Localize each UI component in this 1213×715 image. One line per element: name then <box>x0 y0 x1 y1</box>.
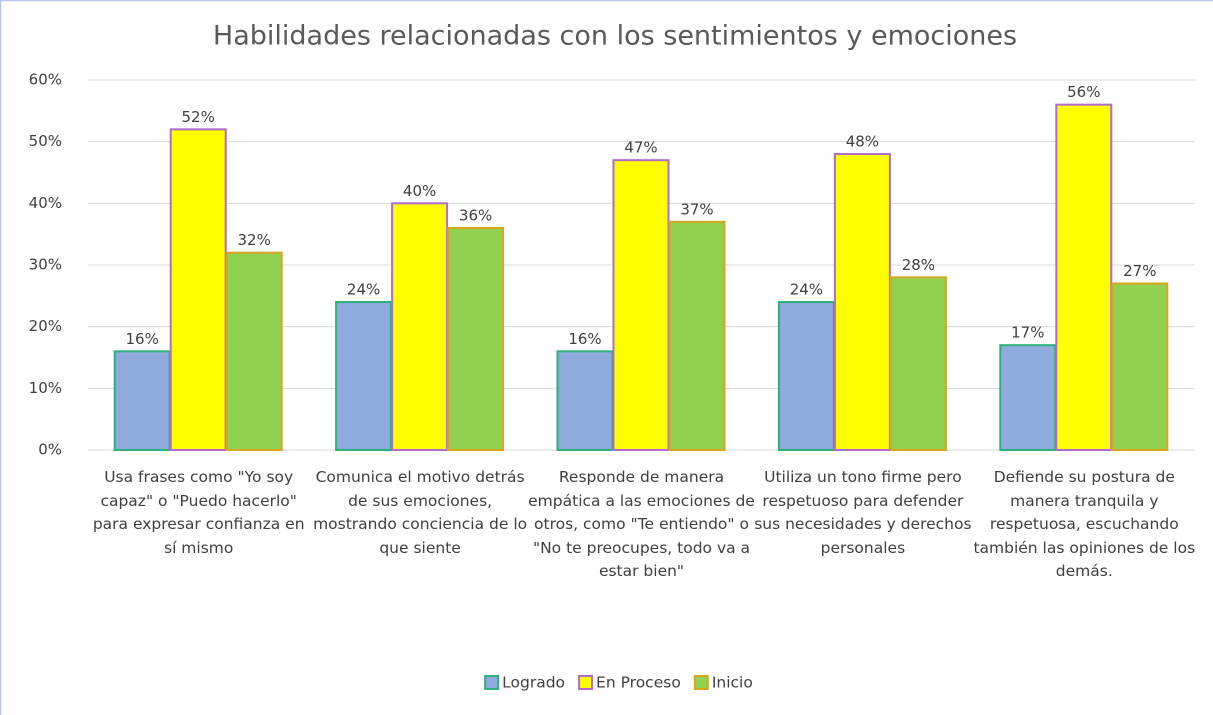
y-tick-label: 20% <box>29 317 62 335</box>
legend-swatch <box>484 675 500 690</box>
bar <box>169 128 227 451</box>
data-label: 24% <box>790 281 823 299</box>
y-tick-label: 50% <box>29 132 62 150</box>
bar <box>1111 282 1169 451</box>
bar <box>113 350 171 452</box>
bar <box>335 301 393 451</box>
data-label: 27% <box>1123 262 1156 280</box>
data-label: 48% <box>846 133 879 151</box>
y-tick-label: 10% <box>29 379 62 397</box>
data-label: 28% <box>902 256 935 274</box>
data-label: 17% <box>1011 324 1044 342</box>
bar <box>447 227 505 451</box>
x-tick-label: Responde de manera empática a las emocio… <box>528 468 755 580</box>
bar <box>833 153 891 451</box>
bar <box>391 202 449 451</box>
y-tick-label: 40% <box>29 194 62 212</box>
x-tick-label: Usa frases como "Yo soy capaz" o "Puedo … <box>92 468 305 557</box>
legend-label: Inicio <box>712 674 753 692</box>
legend-swatch <box>693 675 709 690</box>
x-tick-label: Utiliza un tono firme pero respetuoso pa… <box>754 468 972 557</box>
legend-swatch <box>578 675 594 690</box>
data-label: 56% <box>1067 83 1100 101</box>
bar <box>225 251 283 451</box>
data-label: 16% <box>568 330 601 348</box>
data-label: 36% <box>459 207 492 225</box>
legend-label: Logrado <box>502 674 565 692</box>
chart-title: Habilidades relacionadas con los sentimi… <box>213 21 1017 52</box>
y-tick-label: 60% <box>29 71 62 89</box>
bar <box>556 350 614 452</box>
data-label: 16% <box>126 330 159 348</box>
data-label: 32% <box>238 231 271 249</box>
bar <box>999 344 1057 451</box>
bar <box>777 301 835 451</box>
data-label: 47% <box>624 139 657 157</box>
data-label: 37% <box>680 200 713 218</box>
y-tick-label: 30% <box>29 256 62 274</box>
data-label: 24% <box>347 281 380 299</box>
x-tick-label: Comunica el motivo detrás de sus emocion… <box>313 468 528 557</box>
x-tick-label: Defiende su postura de manera tranquila … <box>973 468 1196 580</box>
bar <box>668 220 726 451</box>
bar <box>612 159 670 452</box>
bar <box>889 276 947 452</box>
y-tick-label: 0% <box>38 441 62 459</box>
data-label: 40% <box>403 182 436 200</box>
legend-label: En Proceso <box>596 674 681 692</box>
bar <box>1055 103 1113 452</box>
data-label: 52% <box>182 108 215 126</box>
